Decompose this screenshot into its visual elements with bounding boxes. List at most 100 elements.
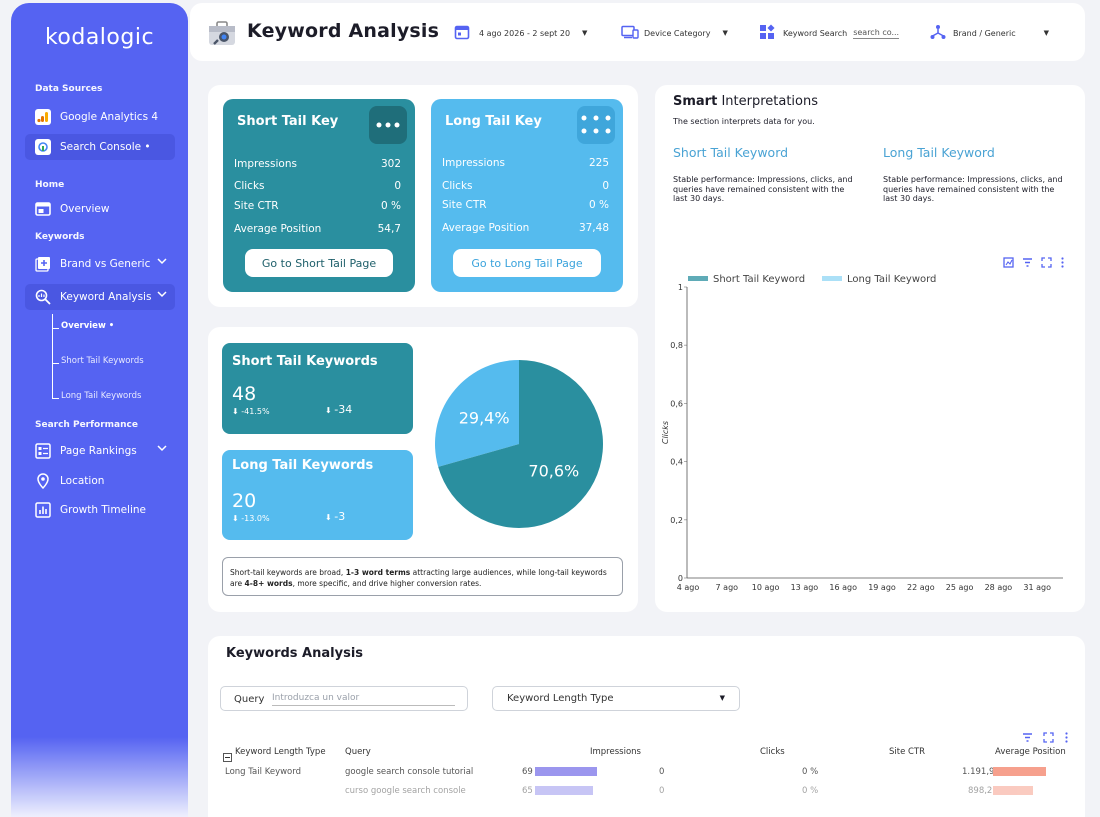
- toolbox-icon: [207, 18, 237, 52]
- metric-value: 54,7: [377, 223, 401, 235]
- smart-title: Smart Interpretations: [673, 94, 818, 109]
- cell-clicks: 0: [659, 767, 665, 777]
- explore-chart-icon[interactable]: [1003, 253, 1014, 272]
- chevron-down-icon[interactable]: [157, 444, 167, 455]
- metric-label: Impressions: [234, 158, 297, 170]
- y-axis-label: Clicks: [661, 421, 670, 444]
- subitem-short-tail[interactable]: Short Tail Keywords: [61, 356, 144, 366]
- y-tick-label: 0: [678, 574, 683, 583]
- x-tick-label: 25 ago: [946, 583, 974, 592]
- smart-interpretations-panel: [655, 85, 1085, 612]
- metric-value: 302: [380, 158, 401, 170]
- sidebar-item-growth-timeline[interactable]: Growth Timeline: [25, 497, 175, 523]
- metric-row: Average Position 37,48: [442, 222, 609, 234]
- cell-impressions: 69: [522, 767, 533, 777]
- fullscreen-icon[interactable]: [1041, 253, 1052, 272]
- fullscreen-icon[interactable]: [1043, 728, 1054, 747]
- x-tick-label: 13 ago: [791, 583, 819, 592]
- metric-value: 0 %: [381, 200, 401, 212]
- metric-row: Impressions 302: [234, 158, 401, 170]
- stat-title: Short Tail Keywords: [232, 354, 378, 369]
- browser-icon: [35, 201, 51, 217]
- search-console-icon: [35, 139, 51, 155]
- metric-value: 225: [588, 157, 609, 169]
- keyword-length-type-select[interactable]: Keyword Length Type ▼: [492, 686, 740, 711]
- column-header[interactable]: Clicks: [760, 747, 785, 757]
- sidebar-item-keyword-analysis[interactable]: Keyword Analysis: [25, 284, 175, 310]
- brand-generic-label: Brand / Generic: [953, 28, 1016, 38]
- chevron-down-icon[interactable]: [157, 290, 167, 301]
- note-bold: 1-3 word terms: [345, 568, 411, 577]
- metric-row: Clicks 0: [442, 180, 609, 192]
- more-dots-icon[interactable]: [577, 106, 615, 144]
- device-category-select[interactable]: Device Category ▼: [621, 19, 741, 47]
- x-tick-label: 10 ago: [752, 583, 780, 592]
- keyword-search-control[interactable]: Keyword Search search co...: [759, 19, 911, 47]
- chevron-down-icon[interactable]: [157, 257, 167, 268]
- tree-branch: [52, 363, 59, 364]
- stat-value: 20: [232, 490, 257, 512]
- column-header[interactable]: Query: [345, 747, 371, 757]
- date-range-value: 4 ago 2026 - 2 sept 20: [479, 28, 571, 38]
- list-icon: [35, 443, 51, 459]
- note-text: , more specific, and drive higher conver…: [292, 579, 482, 588]
- go-to-short-tail-button[interactable]: Go to Short Tail Page: [245, 249, 393, 277]
- go-to-long-tail-button[interactable]: Go to Long Tail Page: [453, 249, 601, 277]
- long-tail-key-card: Long Tail Key Impressions 225 Clicks 0 Sit…: [431, 99, 623, 292]
- stat-delta-value: -34: [334, 403, 353, 416]
- subitem-long-tail[interactable]: Long Tail Keywords: [61, 391, 142, 401]
- card-title: Long Tail Key: [445, 114, 542, 129]
- more-vertical-icon[interactable]: [1060, 253, 1065, 272]
- analytics-icon: [35, 109, 51, 125]
- column-header[interactable]: Average Position: [995, 747, 1066, 757]
- hierarchy-icon: [930, 24, 946, 42]
- sidebar-item-search-console[interactable]: Search Console •: [25, 134, 175, 160]
- short-tail-interpretation: Stable performance: Impressions, clicks,…: [673, 175, 853, 203]
- sidebar-item-ga4[interactable]: Google Analytics 4: [25, 104, 175, 130]
- keyword-search-input[interactable]: search co...: [853, 27, 900, 39]
- metric-row: Site CTR 0 %: [234, 200, 401, 212]
- sidebar-item-overview[interactable]: Overview: [25, 196, 175, 222]
- header-bar: Keyword Analysis 4 ago 2026 - 2 sept 20 …: [190, 3, 1085, 61]
- x-tick-label: 4 ago: [677, 583, 700, 592]
- stat-title: Long Tail Keywords: [232, 458, 374, 473]
- sidebar-item-label: Growth Timeline: [60, 504, 146, 516]
- date-range-picker[interactable]: 4 ago 2026 - 2 sept 20 ▼: [454, 19, 592, 47]
- more-horizontal-icon[interactable]: [369, 106, 407, 144]
- card-title: Short Tail Key: [237, 114, 339, 129]
- table-toolbar: [1022, 728, 1069, 747]
- column-header[interactable]: Keyword Length Type: [235, 747, 326, 757]
- tree-line: [52, 314, 53, 398]
- metric-value: 0: [602, 180, 609, 192]
- impressions-bar: [535, 767, 597, 776]
- sidebar-item-location[interactable]: Location: [25, 468, 175, 494]
- metric-value: 0 %: [589, 199, 609, 211]
- filter-icon[interactable]: [1022, 253, 1033, 272]
- subitem-overview[interactable]: Overview •: [61, 321, 115, 331]
- arrow-down-icon: ⬇: [325, 513, 335, 522]
- legend-label: Long Tail Keyword: [847, 274, 936, 285]
- collapse-icon[interactable]: [223, 747, 232, 766]
- query-filter[interactable]: Query Introduzca un valor: [220, 686, 468, 711]
- column-header[interactable]: Site CTR: [889, 747, 926, 757]
- caret-down-icon: ▼: [582, 29, 588, 37]
- metric-label: Average Position: [442, 222, 530, 234]
- section-home: Home: [35, 180, 65, 190]
- query-filter-input[interactable]: Introduzca un valor: [272, 693, 455, 706]
- section-search-performance: Search Performance: [35, 420, 138, 430]
- metric-row: Impressions 225: [442, 157, 609, 169]
- sidebar-item-page-rankings[interactable]: Page Rankings: [25, 438, 175, 464]
- metric-label: Impressions: [442, 157, 505, 169]
- column-header[interactable]: Impressions: [590, 747, 641, 757]
- sidebar-item-label: Keyword Analysis: [60, 291, 152, 303]
- add-box-icon: [35, 256, 51, 272]
- legend-swatch: [822, 276, 842, 281]
- sidebar: kodalogic Data Sources Google Analytics …: [11, 3, 188, 817]
- sidebar-item-brand-vs-generic[interactable]: Brand vs Generic: [25, 251, 175, 277]
- legend-swatch: [688, 276, 708, 281]
- stat-percent-value: -13.0%: [241, 514, 270, 523]
- brand-generic-select[interactable]: Brand / Generic ▼: [930, 19, 1066, 47]
- filter-icon[interactable]: [1022, 728, 1033, 747]
- more-vertical-icon[interactable]: [1064, 728, 1069, 747]
- search-analytics-icon: [35, 289, 51, 305]
